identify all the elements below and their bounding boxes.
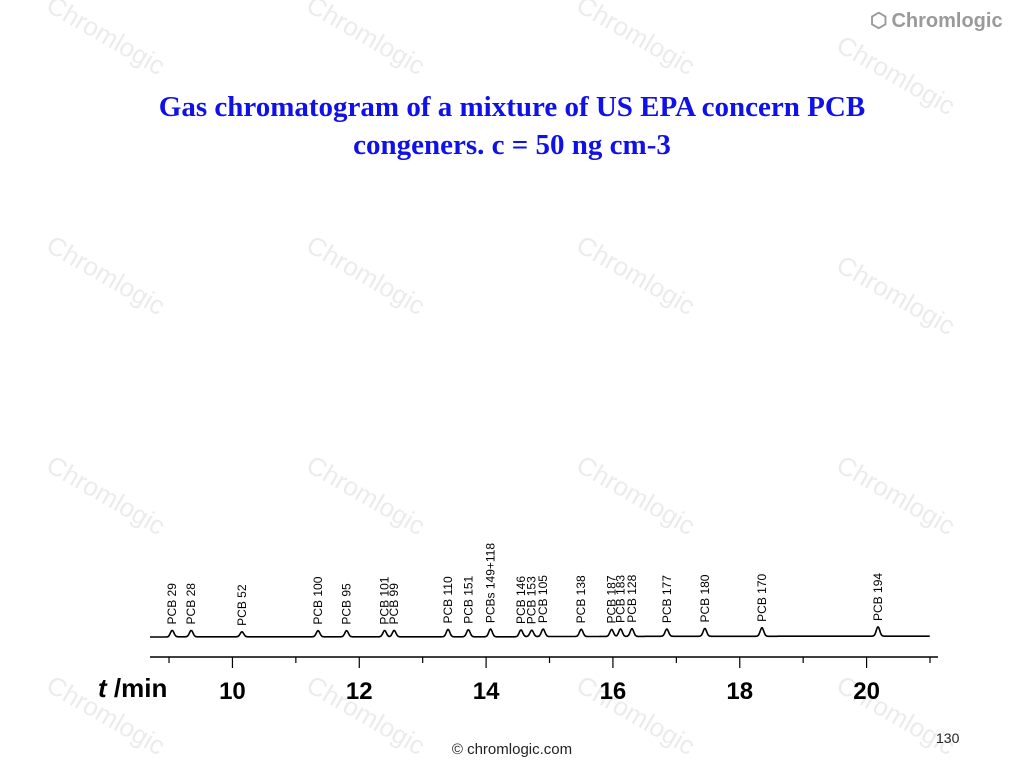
x-tick-label: 18 [726, 678, 753, 705]
x-tick-label: 10 [219, 678, 246, 705]
trace-group [150, 626, 930, 638]
peak-label: PCB 128 [625, 574, 639, 622]
page-number: 130 [936, 730, 960, 746]
peak-label: PCB 52 [235, 584, 249, 626]
footer-copyright: © chromlogic.com [451, 741, 573, 758]
peak-label: PCB 146 [514, 576, 528, 624]
peak-label: PCB 177 [660, 575, 674, 623]
peak-label: PCB 99 [387, 583, 401, 625]
peak-label: PCB 151 [461, 575, 475, 623]
x-axis-group: 10 12 14 16 18 20 t /min [98, 656, 938, 705]
hexagon-logo-icon: ⬡ [870, 10, 888, 32]
peak-label: PCB 29 [165, 583, 179, 625]
peak-label: PCB 170 [755, 573, 769, 621]
chart-title: Gas chromatogram of a mixture of US EPA … [0, 88, 1024, 164]
x-tick-label: 12 [346, 678, 373, 705]
peak-label: PCB 110 [441, 576, 455, 623]
peak-label: PCB 153 [525, 576, 539, 624]
peak-label: PCB 100 [311, 576, 325, 624]
chromatogram-trace [150, 626, 930, 638]
peak-label: PCB 138 [574, 575, 588, 623]
brand-logo: ⬡ Chromlogic [870, 8, 1003, 33]
title-line-2: congeners. c = 50 ng cm-3 [353, 129, 671, 161]
peak-label: PCB 28 [184, 583, 198, 625]
peak-label: PCB 180 [698, 574, 712, 622]
peak-label: PCB 183 [614, 575, 628, 623]
peak-label: PCB 95 [340, 583, 354, 625]
x-tick-label: 16 [600, 678, 627, 705]
peak-label: PCB 194 [871, 573, 885, 621]
peak-label: PCB 187 [605, 575, 619, 623]
x-tick-label: 20 [853, 678, 880, 705]
x-tick-label: 14 [473, 678, 500, 705]
peak-label: PCBs 149+118 [484, 543, 498, 623]
title-line-1: Gas chromatogram of a mixture of US EPA … [158, 91, 866, 123]
peak-labels-group: PCB 29 PCB 28 PCB 52 PCB 100 PCB 95 PCB 101PC… [165, 543, 885, 626]
x-axis-label: t /min [98, 673, 167, 703]
peak-label: PCB 101 [378, 576, 392, 624]
peak-label: PCB 105 [536, 575, 550, 623]
logo-text: Chromlogic [891, 10, 1003, 32]
